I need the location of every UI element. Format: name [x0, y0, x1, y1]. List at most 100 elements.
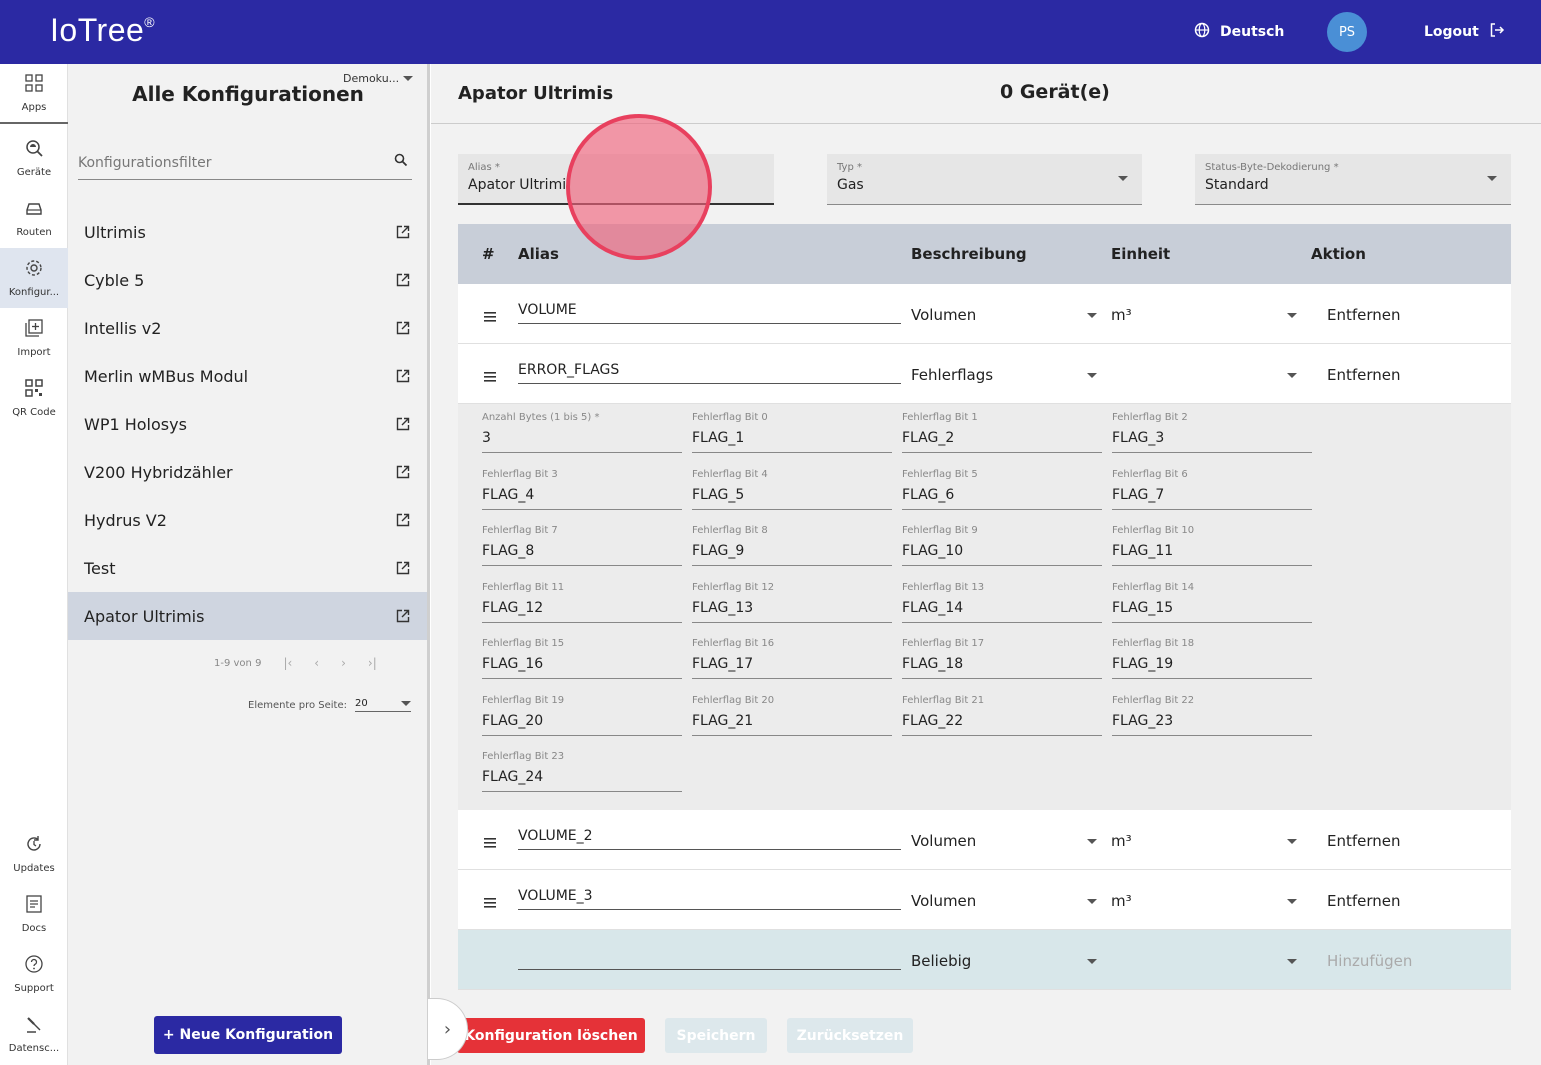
flag-field[interactable]: Fehlerflag Bit 6 FLAG_7	[1112, 461, 1312, 510]
next-page-icon[interactable]: ›	[341, 656, 346, 670]
brand-logo[interactable]: IoTree®	[50, 12, 156, 48]
open-external-icon[interactable]	[396, 368, 410, 387]
chevron-down-icon	[1087, 959, 1097, 964]
row-description-select[interactable]: Volumen	[911, 306, 1097, 324]
flag-field[interactable]: Fehlerflag Bit 13 FLAG_14	[902, 574, 1102, 623]
tenant-select[interactable]: Demoku...	[343, 72, 414, 85]
status-byte-decoding-select[interactable]: Status-Byte-Dekodierung * Standard	[1195, 154, 1511, 205]
items-per-page-select[interactable]: 20	[355, 698, 411, 712]
row-alias-input[interactable]: VOLUME	[518, 302, 901, 324]
flag-field[interactable]: Fehlerflag Bit 21 FLAG_22	[902, 687, 1102, 736]
flag-field[interactable]: Fehlerflag Bit 1 FLAG_2	[902, 404, 1102, 453]
rail-item-privacy[interactable]: Datensc...	[0, 1004, 68, 1064]
row-description-select[interactable]: Volumen	[911, 832, 1097, 850]
flag-field[interactable]: Fehlerflag Bit 15 FLAG_16	[482, 630, 682, 679]
search-icon[interactable]	[394, 152, 408, 171]
remove-row-button[interactable]: Entfernen	[1327, 366, 1401, 384]
row-description-select[interactable]: Volumen	[911, 892, 1097, 910]
last-page-icon[interactable]: ›|	[367, 656, 377, 670]
reset-button[interactable]: Zurücksetzen	[787, 1018, 913, 1053]
flag-field[interactable]: Fehlerflag Bit 11 FLAG_12	[482, 574, 682, 623]
rail-item-configurations[interactable]: Konfigur...	[0, 248, 68, 308]
flag-field[interactable]: Fehlerflag Bit 18 FLAG_19	[1112, 630, 1312, 679]
flag-field[interactable]: Fehlerflag Bit 7 FLAG_8	[482, 517, 682, 566]
list-item[interactable]: V200 Hybridzähler	[68, 448, 427, 496]
rail-item-routes[interactable]: Routen	[0, 188, 68, 248]
flag-field[interactable]: Fehlerflag Bit 12 FLAG_13	[692, 574, 892, 623]
rail-item-support[interactable]: Support	[0, 944, 68, 1004]
flag-field[interactable]: Fehlerflag Bit 23 FLAG_24	[482, 743, 682, 792]
rail-item-qr-code[interactable]: QR Code	[0, 368, 68, 428]
row-unit-select[interactable]: m³	[1111, 892, 1297, 910]
save-button[interactable]: Speichern	[665, 1018, 767, 1053]
drag-handle-icon[interactable]	[484, 834, 496, 852]
drag-handle-icon[interactable]	[484, 894, 496, 912]
list-item[interactable]: Ultrimis	[68, 208, 427, 256]
rail-item-updates[interactable]: Updates	[0, 824, 68, 884]
drag-handle-icon[interactable]	[484, 368, 496, 386]
flag-field[interactable]: Fehlerflag Bit 0 FLAG_1	[692, 404, 892, 453]
flag-field[interactable]: Fehlerflag Bit 8 FLAG_9	[692, 517, 892, 566]
rail-item-apps[interactable]: Apps	[0, 64, 68, 124]
type-select[interactable]: Typ * Gas	[827, 154, 1142, 205]
new-description-select[interactable]: Beliebig	[911, 952, 1097, 970]
list-item[interactable]: Hydrus V2	[68, 496, 427, 544]
alias-field-label: Alias *	[468, 162, 500, 173]
delete-configuration-button[interactable]: Konfiguration löschen	[457, 1018, 645, 1053]
flag-field[interactable]: Fehlerflag Bit 3 FLAG_4	[482, 461, 682, 510]
rail-item-docs[interactable]: Docs	[0, 884, 68, 944]
flag-field[interactable]: Fehlerflag Bit 4 FLAG_5	[692, 461, 892, 510]
remove-row-button[interactable]: Entfernen	[1327, 306, 1401, 324]
list-item[interactable]: WP1 Holosys	[68, 400, 427, 448]
flag-field[interactable]: Fehlerflag Bit 2 FLAG_3	[1112, 404, 1312, 453]
flag-field[interactable]: Fehlerflag Bit 19 FLAG_20	[482, 687, 682, 736]
language-switcher[interactable]: Deutsch	[1194, 22, 1284, 42]
byte-count-field[interactable]: Anzahl Bytes (1 bis 5) * 3	[482, 404, 682, 453]
search-input[interactable]	[78, 150, 378, 176]
open-external-icon[interactable]	[396, 464, 410, 483]
flag-label: Fehlerflag Bit 0	[692, 412, 768, 423]
new-configuration-button[interactable]: + Neue Konfiguration	[154, 1016, 342, 1054]
list-item[interactable]: Cyble 5	[68, 256, 427, 304]
column-alias[interactable]: Alias	[518, 245, 559, 263]
open-external-icon[interactable]	[396, 512, 410, 531]
flag-field[interactable]: Fehlerflag Bit 20 FLAG_21	[692, 687, 892, 736]
flag-field[interactable]: Fehlerflag Bit 14 FLAG_15	[1112, 574, 1312, 623]
flag-field[interactable]: Fehlerflag Bit 9 FLAG_10	[902, 517, 1102, 566]
row-unit-select[interactable]: m³	[1111, 832, 1297, 850]
avatar[interactable]: PS	[1327, 12, 1367, 52]
list-item[interactable]: Intellis v2	[68, 304, 427, 352]
flag-field[interactable]: Fehlerflag Bit 10 FLAG_11	[1112, 517, 1312, 566]
row-alias-input[interactable]: VOLUME_2	[518, 828, 901, 850]
rail-item-import[interactable]: Import	[0, 308, 68, 368]
open-external-icon[interactable]	[396, 560, 410, 579]
flag-label: Anzahl Bytes (1 bis 5) *	[482, 412, 600, 423]
new-alias-input[interactable]	[518, 948, 901, 970]
row-alias-input[interactable]: ERROR_FLAGS	[518, 362, 901, 384]
flag-field[interactable]: Fehlerflag Bit 22 FLAG_23	[1112, 687, 1312, 736]
rail-label: Docs	[21, 923, 47, 934]
list-item[interactable]: Test	[68, 544, 427, 592]
rail-item-devices[interactable]: Geräte	[0, 128, 68, 188]
remove-row-button[interactable]: Entfernen	[1327, 832, 1401, 850]
row-description-select[interactable]: Fehlerflags	[911, 366, 1097, 384]
row-unit-select[interactable]: m³	[1111, 306, 1297, 324]
open-external-icon[interactable]	[396, 320, 410, 339]
open-external-icon[interactable]	[396, 416, 410, 435]
open-external-icon[interactable]	[396, 608, 410, 627]
row-alias-input[interactable]: VOLUME_3	[518, 888, 901, 910]
prev-page-icon[interactable]: ‹	[314, 656, 320, 670]
flag-label: Fehlerflag Bit 10	[1112, 525, 1195, 536]
flag-field[interactable]: Fehlerflag Bit 16 FLAG_17	[692, 630, 892, 679]
logout-button[interactable]: Logout	[1424, 22, 1505, 42]
flag-field[interactable]: Fehlerflag Bit 5 FLAG_6	[902, 461, 1102, 510]
list-item-selected[interactable]: Apator Ultrimis	[68, 592, 427, 640]
open-external-icon[interactable]	[396, 224, 410, 243]
first-page-icon[interactable]: |‹	[283, 656, 293, 670]
flag-field[interactable]: Fehlerflag Bit 17 FLAG_18	[902, 630, 1102, 679]
drag-handle-icon[interactable]	[484, 308, 496, 326]
list-item[interactable]: Merlin wMBus Modul	[68, 352, 427, 400]
add-row-button[interactable]: Hinzufügen	[1327, 952, 1413, 970]
open-external-icon[interactable]	[396, 272, 410, 291]
remove-row-button[interactable]: Entfernen	[1327, 892, 1401, 910]
